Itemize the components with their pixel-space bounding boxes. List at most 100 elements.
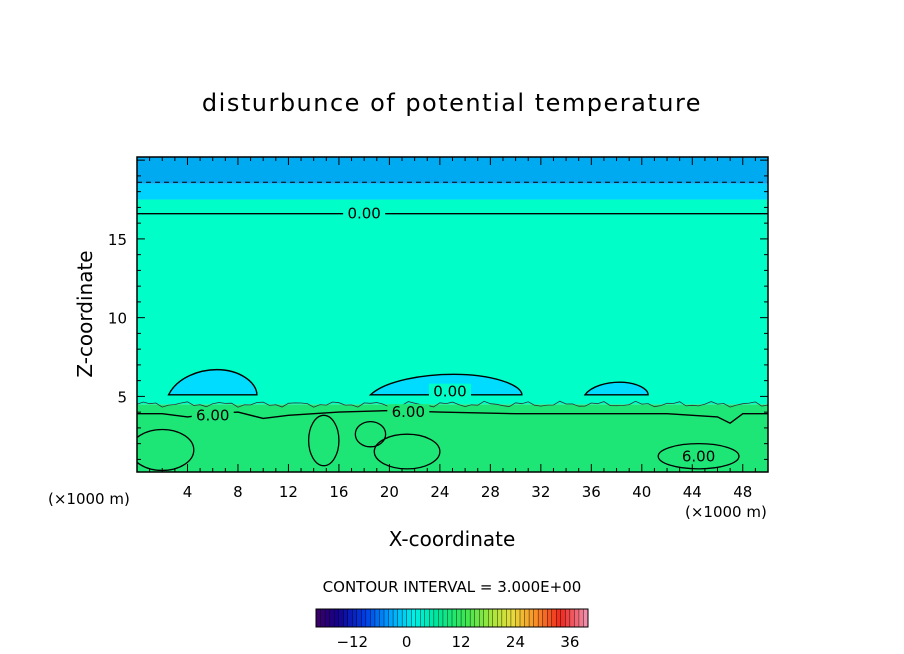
x-tick-label-16: 16 [329,483,348,501]
colorbar-frame [315,608,589,628]
colorbar-cell-11 [365,608,371,628]
colorbar-cell-2 [324,608,331,628]
chart-title: disturbunce of potential temperature [202,89,702,117]
colorbar-cell-48 [533,608,539,628]
contour-label-bg-1 [428,383,471,400]
colorbar-cell-12 [370,608,376,628]
colorbar-cell-15 [383,608,390,628]
colorbar-cell-23 [420,608,426,628]
contour-interval-label: CONTOUR INTERVAL = 3.000E+00 [323,578,582,596]
colorbar-cell-50 [542,608,548,628]
field-bands [137,157,768,472]
colorbar-cell-39 [492,608,498,628]
field-band-3 [137,157,768,184]
y-axis-label: Z-coordinate [73,250,97,377]
x-tick-label-12: 12 [279,483,298,501]
colorbar-cell-45 [519,608,526,628]
colorbar-cell-32 [460,608,467,628]
colorbar-cell-9 [356,608,362,628]
x-tick-label-40: 40 [632,483,651,501]
y-tick-label-15: 15 [108,231,127,249]
colorbar-cell-44 [515,608,521,628]
colorbar-cell-43 [510,608,516,628]
y-tick-label-10: 10 [108,310,127,328]
colorbar-cell-51 [547,608,553,628]
contour-loop-3 [657,442,740,470]
x-axis-ticks: 4 8 12 16 20 24 28 32 36 40 44 48 [136,157,769,501]
colorbar-cell-26 [433,608,439,628]
colorbar-cell-33 [465,608,471,628]
contour-label-bg-4 [677,448,720,465]
negative-cell-0 [167,368,258,396]
colorbar-tick-label-12: 12 [452,633,471,651]
colorbar-cell-35 [474,608,480,628]
colorbar-cell-36 [479,608,485,628]
colorbar-cell-25 [429,608,435,628]
colorbar-cell-41 [501,608,507,628]
colorbar-cell-13 [374,608,380,628]
y-tick-label-5: 5 [117,388,127,406]
colorbar-cell-6 [343,608,349,628]
colorbar-cell-37 [483,608,489,628]
colorbar-tick-label-24: 24 [506,633,525,651]
colorbar-cell-7 [347,608,353,628]
colorbar-cell-14 [379,608,385,628]
colorbar-cell-47 [528,608,535,628]
x-tick-label-4: 4 [183,483,193,501]
x-tick-label-48: 48 [733,483,752,501]
colorbar-cell-46 [524,608,530,628]
x-tick-label-20: 20 [380,483,399,501]
colorbar-cell-1 [320,608,326,628]
colorbar-cell-3 [329,608,335,628]
x-tick-label-44: 44 [683,483,702,501]
negative-cell-2 [583,381,649,396]
colorbar-cell-27 [438,608,444,628]
colorbar-cell-40 [497,608,503,628]
contour-label-1: 0.00 [433,383,466,401]
contour-labels: 0.00 0.00 6.00 6.00 6.00 [191,205,720,465]
colorbar-cell-55 [565,608,571,628]
x-axis-label: X-coordinate [389,527,516,551]
colorbar-cell-53 [556,608,562,628]
colorbar-cell-49 [537,608,544,628]
colorbar-tick-label--12: −12 [336,633,368,651]
contour-label-bg-2 [191,407,234,424]
colorbar-cell-5 [338,608,344,628]
x-tick-label-36: 36 [582,483,601,501]
colorbar-cell-58 [578,608,584,628]
colorbar-cell-0 [315,608,322,628]
contour-loop-2 [373,433,441,470]
x-tick-label-32: 32 [531,483,550,501]
contour-label-4: 6.00 [682,447,715,465]
colorbar-cell-10 [361,608,367,628]
colorbar-cell-38 [488,608,494,628]
colorbar-cell-20 [406,608,412,628]
x-tick-label-24: 24 [430,483,449,501]
colorbar-tick-labels: −12 0 12 24 36 [336,633,579,651]
colorbar-cell-19 [401,608,408,628]
colorbar-cell-34 [469,608,476,628]
colorbar-cell-17 [392,608,399,628]
field-band-1 [137,199,768,405]
colorbar-tick-label-0: 0 [402,633,412,651]
colorbar-cell-29 [447,608,453,628]
colorbar-cell-56 [569,608,575,628]
x-tick-label-28: 28 [481,483,500,501]
colorbar-cell-4 [333,608,340,628]
colorbar-cell-21 [411,608,417,628]
contour-warm-layer-top [137,400,768,408]
colorbar-cell-31 [456,608,462,628]
contour-label-0: 0.00 [347,205,380,223]
colorbar-cell-30 [451,608,458,628]
colorbar-cell-8 [352,608,358,628]
plot-area [137,157,768,472]
x-tick-label-8: 8 [233,483,243,501]
colorbar-cell-52 [551,608,557,628]
colorbar-cell-57 [574,608,580,628]
colorbar-cell-24 [424,608,430,628]
contour-label-3: 6.00 [392,403,425,421]
colorbar-cell-22 [415,608,421,628]
colorbar-tick-label-36: 36 [560,633,579,651]
colorbar-cell-16 [388,608,394,628]
